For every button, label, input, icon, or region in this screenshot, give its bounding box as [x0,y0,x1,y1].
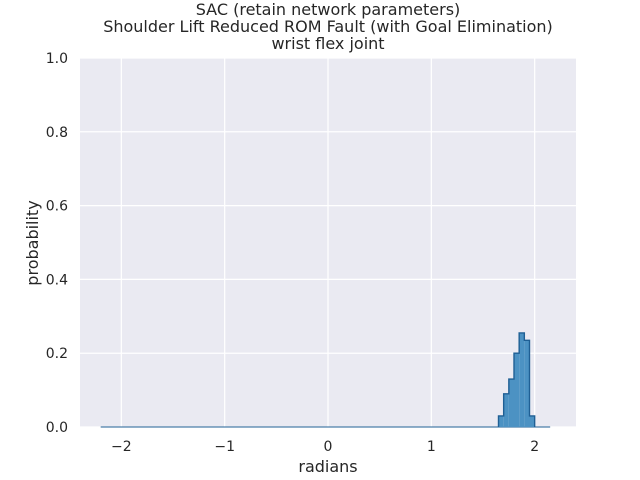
histogram-bars [100,332,551,428]
x-tick-label: 1 [427,439,436,455]
y-axis-ticks: 0.0 0.2 0.4 0.6 0.8 1.0 [46,51,68,436]
histogram-bar-2 [508,379,514,427]
histogram-bar-5 [524,340,530,427]
histogram-bar-3 [514,353,520,427]
y-tick-label: 0.0 [46,420,68,436]
y-tick-label: 0.8 [46,125,68,141]
x-axis-label: radians [298,457,357,476]
title-line-3: wrist flex joint [271,34,384,53]
histogram-bar-0 [498,415,504,427]
y-tick-label: 0.6 [46,199,68,215]
y-tick-label: 0.2 [46,346,68,362]
gridlines [80,57,576,428]
histogram-step-outline [497,332,536,427]
x-tick-label: −2 [111,439,132,455]
title-line-2: Shoulder Lift Reduced ROM Fault (with Go… [103,17,553,36]
x-tick-label: −1 [214,439,235,455]
histogram-bar-1 [503,393,509,427]
histogram-bar-6 [529,415,535,427]
y-tick-label: 0.4 [46,272,68,288]
y-tick-label: 1.0 [46,51,68,67]
y-axis-label: probability [23,200,42,285]
title-line-1: SAC (retain network parameters) [196,0,461,19]
x-axis-ticks: −2 −1 0 1 2 [111,439,539,455]
x-tick-label: 0 [324,439,333,455]
x-tick-label: 2 [530,439,539,455]
chart-title: SAC (retain network parameters) Shoulder… [103,0,553,53]
histogram-bar-4 [519,332,525,427]
